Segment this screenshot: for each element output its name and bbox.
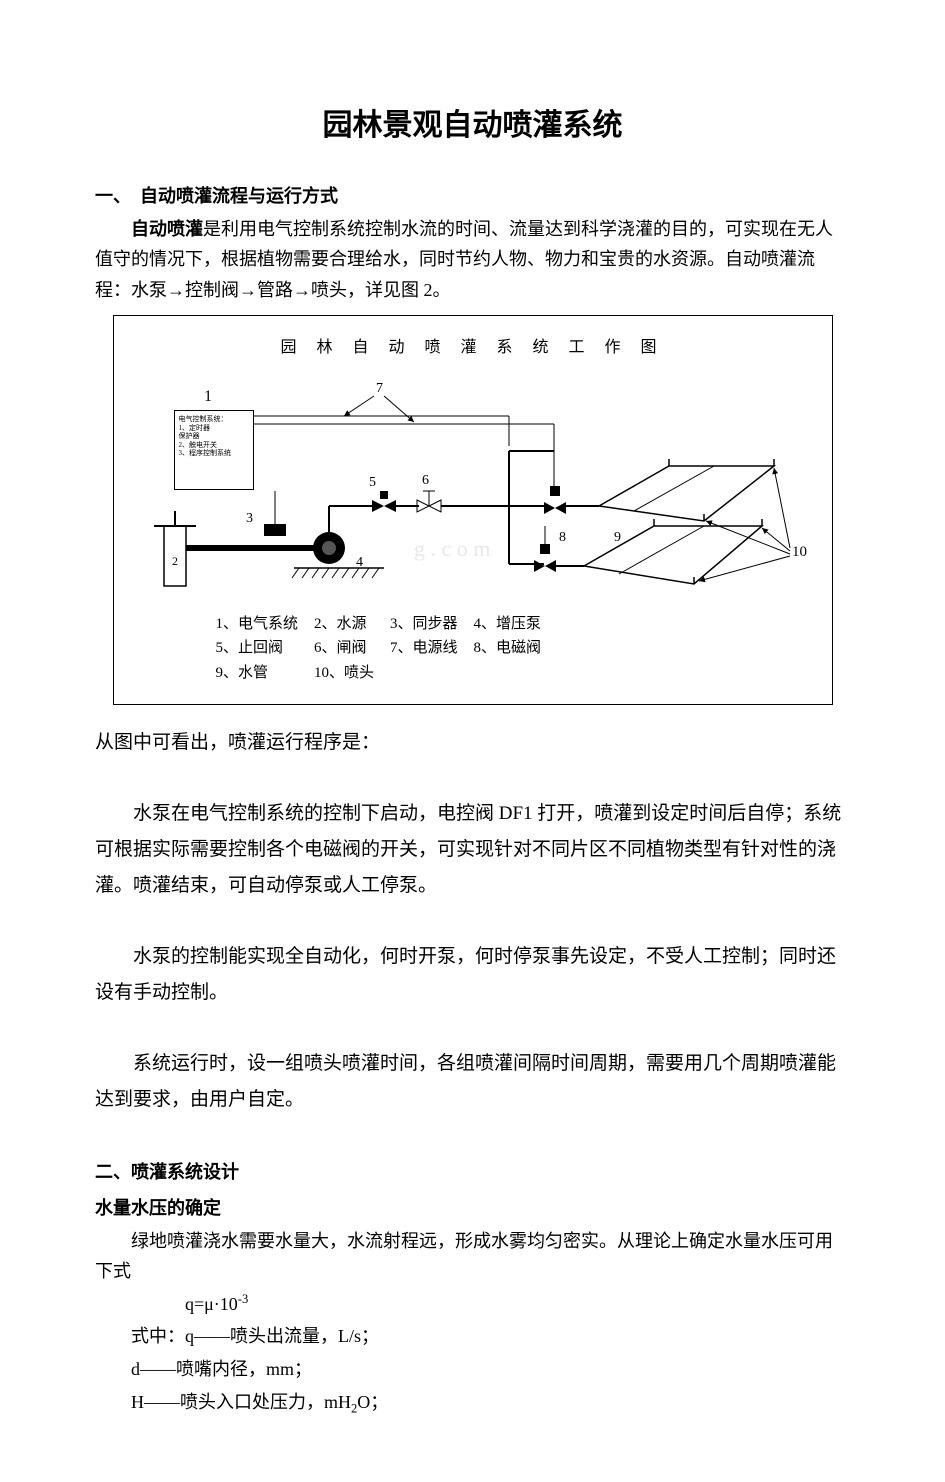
def-h-tail: O； xyxy=(357,1392,388,1412)
label-2: 2 xyxy=(172,554,178,568)
legend-7: 7、电源线 xyxy=(390,637,472,660)
label-5: 5 xyxy=(369,475,376,490)
field-top-icon xyxy=(599,466,774,521)
diagram-legend: 1、电气系统 2、水源 3、同步器 4、增压泵 5、止回阀 6、闸阀 7、电源线… xyxy=(214,611,558,687)
check-valve-icon xyxy=(372,491,396,512)
p3: 水泵在电气控制系统的控制下启动，电控阀 DF1 打开，喷灌到设定时间后自停；系统… xyxy=(95,796,850,904)
solenoid-valve-bottom-icon xyxy=(534,544,556,572)
section2-sub: 水量水压的确定 xyxy=(95,1193,850,1224)
def-h-text: H——喷头入口处压力，mH xyxy=(131,1392,351,1412)
section2-heading: 二、喷灌系统设计 xyxy=(95,1157,850,1188)
legend-1: 1、电气系统 xyxy=(216,613,313,636)
legend-8: 8、电磁阀 xyxy=(474,637,556,660)
p5: 系统运行时，设一组喷头喷灌时间，各组喷灌间隔时间周期，需要用几个周期喷灌能达到要… xyxy=(95,1046,850,1118)
sync-icon xyxy=(264,524,286,536)
section1-heading: 一、 自动喷灌流程与运行方式 xyxy=(95,181,850,212)
label-7: 7 xyxy=(376,381,383,396)
p4: 水泵的控制能实现全自动化，何时开泵，何时停泵事先设定，不受人工控制；同时还设有手… xyxy=(95,939,850,1011)
legend-3: 3、同步器 xyxy=(390,613,472,636)
solenoid-valve-top-icon xyxy=(544,486,566,514)
label-8: 8 xyxy=(559,530,566,545)
legend-9: 9、水管 xyxy=(216,662,313,685)
label-1: 1 xyxy=(204,388,212,405)
section2-p1: 绿地喷灌浇水需要水量大，水流射程远，形成水雾均匀密实。从理论上确定水量水压可用下… xyxy=(95,1226,850,1287)
def-d: d——喷嘴内径，mm； xyxy=(95,1354,850,1385)
diagram-container: 园 林 自 动 喷 灌 系 统 工 作 图 电气控制系统： 1、定时器 保护器 … xyxy=(113,315,833,705)
def-h: H——喷头入口处压力，mH2O； xyxy=(95,1387,850,1420)
p2: 从图中可看出，喷灌运行程序是： xyxy=(95,725,850,761)
section1-para1: 自动喷灌是利用电气控制系统控制水流的时间、流量达到科学浇灌的目的，可实现在无人值… xyxy=(95,214,850,306)
ground-hatch-icon xyxy=(292,568,379,578)
bold-lead: 自动喷灌 xyxy=(131,219,203,239)
label-9: 9 xyxy=(614,530,621,545)
label-10: 10 xyxy=(792,544,807,560)
field-bottom-icon xyxy=(584,526,762,584)
label-3: 3 xyxy=(246,511,253,526)
legend-6: 6、闸阀 xyxy=(314,637,388,660)
equation: q=μ·10-3 xyxy=(95,1289,850,1320)
eq-text: q=μ·10 xyxy=(185,1294,238,1314)
legend-4: 4、增压泵 xyxy=(474,613,556,636)
eq-sup: -3 xyxy=(238,1292,249,1306)
doc-title: 园林景观自动喷灌系统 xyxy=(95,100,850,151)
document-page: 园林景观自动喷灌系统 一、 自动喷灌流程与运行方式 自动喷灌是利用电气控制系统控… xyxy=(0,0,945,1482)
legend-5: 5、止回阀 xyxy=(216,637,313,660)
gate-valve-icon xyxy=(417,491,441,512)
label-6: 6 xyxy=(422,473,429,488)
legend-10: 10、喷头 xyxy=(314,662,388,685)
legend-2: 2、水源 xyxy=(314,613,388,636)
watermark-text: g . c o m xyxy=(414,536,490,561)
para1-rest: 是利用电气控制系统控制水流的时间、流量达到科学浇灌的目的，可实现在无人值守的情况… xyxy=(95,219,833,300)
